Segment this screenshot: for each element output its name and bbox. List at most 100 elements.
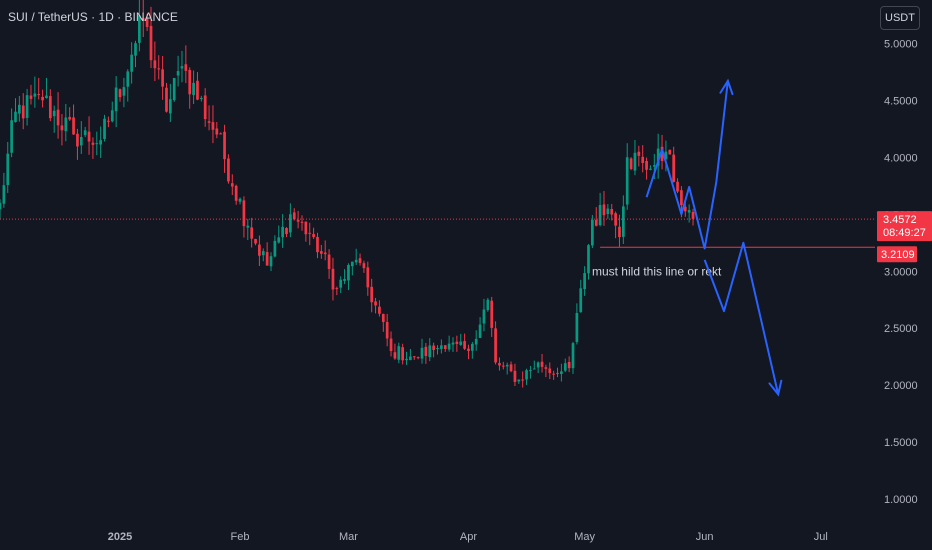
- candle-body: [335, 288, 339, 290]
- candle-body: [610, 209, 614, 215]
- candle-body: [501, 365, 505, 367]
- candle-body: [683, 206, 687, 212]
- candle-body: [153, 60, 157, 69]
- candle-body: [277, 237, 281, 243]
- y-tick-label: 2.5000: [884, 323, 918, 335]
- candle-body: [157, 68, 161, 70]
- y-tick-label: 2.0000: [884, 380, 918, 392]
- candle-body: [343, 278, 346, 281]
- candle-body: [645, 160, 648, 170]
- candle-body: [52, 110, 56, 117]
- candle-body: [254, 238, 257, 244]
- candle-body: [509, 364, 513, 372]
- currency-unit-button[interactable]: USDT: [880, 6, 920, 30]
- candle-body: [312, 234, 315, 238]
- candle-body: [401, 347, 405, 361]
- candle-body: [141, 18, 145, 21]
- candle-body: [649, 168, 652, 170]
- candle-body: [292, 212, 296, 220]
- candle-body: [0, 202, 2, 210]
- candle-body: [79, 136, 83, 146]
- candle-body: [447, 343, 451, 350]
- candle-body: [409, 356, 412, 361]
- candle-body: [246, 225, 250, 228]
- candle-body: [656, 148, 660, 166]
- candle-body: [389, 338, 393, 352]
- candle-body: [289, 214, 292, 233]
- candle-body: [207, 121, 211, 123]
- candle-body: [412, 356, 416, 358]
- candle-body: [571, 343, 575, 369]
- candle-body: [505, 364, 509, 367]
- candles: [0, 0, 695, 388]
- current-price-tag: [877, 211, 932, 242]
- candle-body: [416, 357, 420, 359]
- candle-body: [6, 153, 10, 186]
- arrowhead: [768, 379, 783, 397]
- current-price-label: 3.4572: [883, 214, 917, 226]
- candle-body: [536, 362, 540, 368]
- candle-body: [474, 338, 478, 345]
- candle-body: [486, 299, 490, 311]
- candle-body: [76, 133, 79, 147]
- support-price-label: 3.2109: [881, 249, 915, 261]
- candle-body: [470, 343, 474, 351]
- y-tick-label: 4.5000: [884, 95, 918, 107]
- candle-body: [107, 120, 110, 122]
- candle-body: [118, 89, 122, 98]
- candle-body: [316, 236, 319, 253]
- candle-body: [393, 352, 397, 359]
- candle-body: [385, 322, 389, 339]
- candle-body: [45, 95, 48, 99]
- y-tick-label: 1.0000: [884, 494, 918, 506]
- candle-body: [443, 345, 447, 349]
- y-tick-label: 3.0000: [884, 266, 918, 278]
- candle-body: [2, 185, 6, 204]
- candle-body: [490, 300, 494, 328]
- candle-body: [478, 324, 482, 338]
- candle-body: [265, 252, 269, 266]
- y-tick-label: 4.0000: [884, 152, 918, 164]
- candle-body: [192, 82, 195, 96]
- x-tick-label: Mar: [339, 531, 358, 543]
- candle-body: [296, 219, 300, 222]
- candle-body: [72, 117, 75, 135]
- candle-body: [459, 341, 463, 345]
- candle-body: [234, 185, 238, 201]
- candle-body: [273, 240, 277, 257]
- candle-body: [327, 254, 331, 270]
- candle-body: [242, 200, 246, 227]
- candle-body: [56, 109, 60, 126]
- candle-body: [513, 370, 517, 382]
- candle-body: [196, 80, 199, 100]
- candle-body: [583, 273, 586, 290]
- candle-body: [625, 157, 629, 205]
- candle-body: [215, 128, 219, 135]
- candle-body: [680, 190, 683, 206]
- candle-body: [560, 371, 563, 375]
- candle-body: [41, 96, 44, 101]
- candle-body: [114, 87, 118, 112]
- candle-body: [99, 140, 103, 145]
- candle-body: [440, 345, 443, 349]
- candle-body: [250, 227, 254, 239]
- y-tick-label: 5.0000: [884, 38, 918, 50]
- candle-body: [540, 361, 544, 367]
- candle-body: [664, 151, 668, 160]
- candle-body: [436, 348, 439, 350]
- arrowhead: [719, 78, 734, 96]
- candle-body: [83, 130, 87, 136]
- x-tick-label: Apr: [460, 531, 477, 543]
- candle-body: [358, 258, 362, 263]
- y-tick-label: 1.5000: [884, 437, 918, 449]
- candle-body: [285, 228, 288, 235]
- candle-body: [494, 328, 497, 363]
- candle-body: [567, 361, 571, 369]
- candle-body: [134, 43, 137, 56]
- candle-body: [432, 345, 435, 351]
- candle-body: [319, 251, 323, 254]
- path-drawing: [645, 80, 729, 250]
- candle-body: [37, 94, 41, 96]
